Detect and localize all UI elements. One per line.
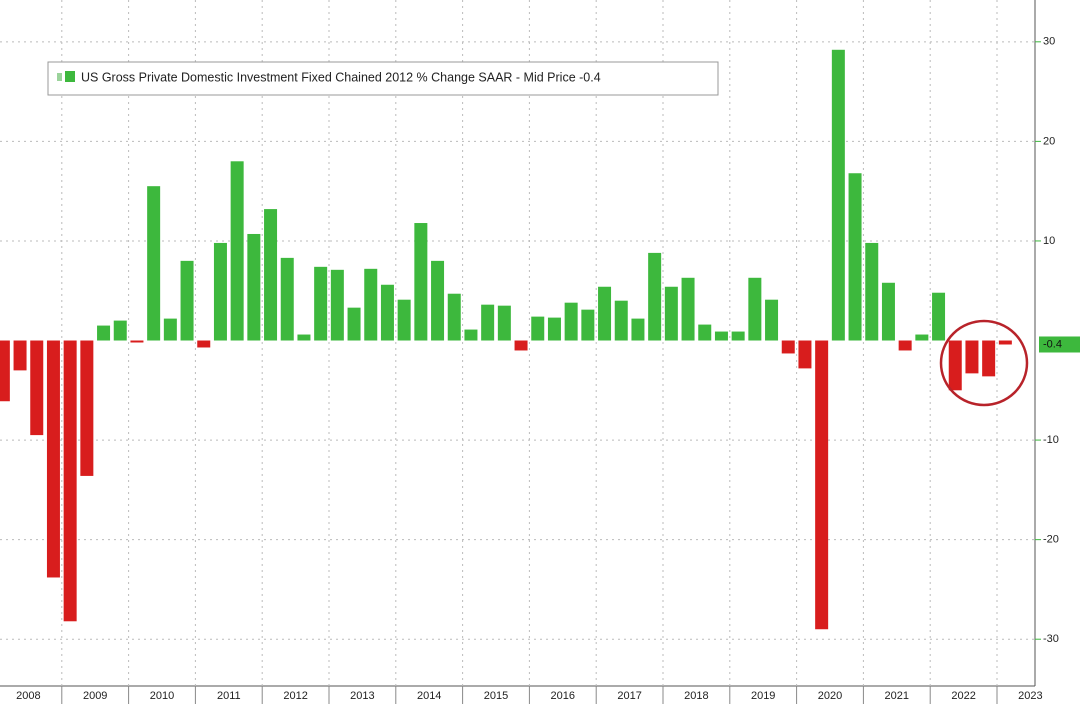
bar xyxy=(731,331,745,341)
bar xyxy=(247,233,261,341)
bar xyxy=(848,173,862,341)
bar xyxy=(497,305,511,341)
x-tick-label: 2018 xyxy=(684,690,708,702)
bar xyxy=(364,268,378,341)
x-tick-label: 2020 xyxy=(818,690,842,702)
x-tick-label: 2015 xyxy=(484,690,508,702)
bar xyxy=(932,292,946,341)
bar xyxy=(180,260,194,341)
y-tick-label: 20 xyxy=(1043,135,1055,147)
bar xyxy=(765,299,779,341)
highlight-circle xyxy=(939,319,1029,407)
y-tick-label: -20 xyxy=(1043,534,1059,546)
bar xyxy=(781,340,795,354)
x-tick-label: 2022 xyxy=(951,690,975,702)
bar xyxy=(380,284,394,341)
bar xyxy=(46,340,60,578)
x-tick-label: 2012 xyxy=(283,690,307,702)
bar xyxy=(531,316,545,341)
bar xyxy=(915,334,929,341)
x-tick-label: 2013 xyxy=(350,690,374,702)
bar xyxy=(982,340,996,377)
bar xyxy=(881,282,895,341)
bar xyxy=(347,307,361,341)
bar xyxy=(948,340,962,391)
bar xyxy=(547,317,561,341)
x-tick-label: 2014 xyxy=(417,690,441,702)
bar xyxy=(614,300,628,341)
x-tick-label: 2010 xyxy=(150,690,174,702)
bar xyxy=(798,340,812,369)
bar xyxy=(481,304,495,341)
x-tick-label: 2016 xyxy=(551,690,575,702)
bar xyxy=(30,340,44,436)
bar xyxy=(397,299,411,341)
bar xyxy=(598,286,612,341)
bar xyxy=(748,277,762,341)
x-tick-label: 2023 xyxy=(1018,690,1042,702)
bar xyxy=(13,340,27,371)
x-tick-label: 2008 xyxy=(16,690,40,702)
bar xyxy=(431,260,445,341)
legend-box xyxy=(47,61,719,96)
bar xyxy=(314,266,328,341)
bar xyxy=(280,257,294,341)
bar xyxy=(898,340,912,351)
bar xyxy=(464,329,478,341)
bar xyxy=(163,318,177,341)
x-tick-label: 2019 xyxy=(751,690,775,702)
bar xyxy=(264,209,278,341)
x-tick-label: 2011 xyxy=(217,690,241,702)
bar xyxy=(998,340,1012,345)
bar xyxy=(197,340,211,348)
last-value-label: -0.4 xyxy=(1043,338,1062,350)
bar xyxy=(113,320,127,341)
bar xyxy=(581,309,595,341)
x-tick-label: 2017 xyxy=(617,690,641,702)
x-tick-label: 2009 xyxy=(83,690,107,702)
legend-swatch xyxy=(65,71,75,82)
bar xyxy=(631,318,645,341)
y-tick-label: -30 xyxy=(1043,633,1059,645)
bar xyxy=(130,340,144,343)
bar xyxy=(330,269,344,341)
legend-swatch xyxy=(57,73,62,81)
bar xyxy=(698,324,712,341)
legend-label: US Gross Private Domestic Investment Fix… xyxy=(81,70,601,84)
bar xyxy=(714,331,728,341)
last-value-box xyxy=(1039,336,1080,353)
bar xyxy=(97,325,111,341)
y-tick-label: -10 xyxy=(1043,434,1059,446)
bar xyxy=(815,340,829,630)
bar xyxy=(63,340,77,622)
y-tick-label: 10 xyxy=(1043,235,1055,247)
bar xyxy=(230,161,244,341)
bar xyxy=(865,242,879,341)
bar xyxy=(297,334,311,341)
bar xyxy=(564,302,578,341)
bar xyxy=(831,49,845,341)
y-tick-label: 30 xyxy=(1043,36,1055,48)
x-tick-label: 2021 xyxy=(885,690,909,702)
bar xyxy=(648,252,662,341)
bar xyxy=(965,340,979,374)
bar xyxy=(514,340,528,351)
bar xyxy=(414,223,428,341)
bar xyxy=(80,340,94,476)
bar xyxy=(147,186,161,341)
bar xyxy=(447,293,461,341)
bar xyxy=(0,340,10,402)
bar xyxy=(681,277,695,341)
bar xyxy=(213,242,227,341)
bar xyxy=(664,286,678,341)
